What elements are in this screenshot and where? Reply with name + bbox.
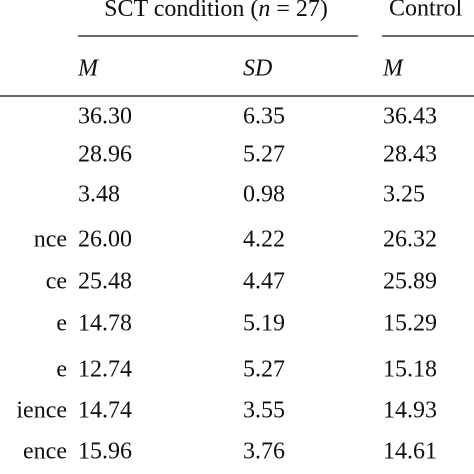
column-header: M <box>382 56 405 82</box>
group-header: SCT condition (n = 27) <box>104 0 328 22</box>
cell: 15.96 <box>78 439 132 465</box>
cell: 14.78 <box>78 311 132 337</box>
cell: 0.98 <box>243 182 285 208</box>
cell: 4.47 <box>243 269 285 295</box>
group-n: n <box>258 0 270 22</box>
cell: 14.93 <box>383 398 437 424</box>
cell: 5.27 <box>243 357 285 383</box>
cell: 36.43 <box>383 104 437 130</box>
cell: 3.25 <box>383 182 425 208</box>
cell: 36.30 <box>78 104 132 130</box>
cell: 15.18 <box>383 357 437 383</box>
cell: 25.89 <box>383 269 437 295</box>
column-header: M <box>77 56 100 82</box>
row-label: e <box>56 311 67 337</box>
cell: 3.55 <box>243 398 285 424</box>
cell: 3.76 <box>243 439 285 465</box>
cell: 14.61 <box>383 439 437 465</box>
group-text: = 27) <box>270 0 328 22</box>
cell: 3.48 <box>78 182 120 208</box>
cell: 4.22 <box>243 227 285 253</box>
cell: 25.48 <box>78 269 132 295</box>
column-header: SD <box>243 56 272 82</box>
row-label: nce <box>34 227 67 253</box>
cell: 5.27 <box>243 142 285 168</box>
cell: 28.43 <box>383 142 437 168</box>
group-text: SCT condition ( <box>104 0 258 22</box>
row-label: ience <box>16 398 67 424</box>
cell: 28.96 <box>78 142 132 168</box>
cell: 5.19 <box>243 311 285 337</box>
row-label: ce <box>46 269 67 295</box>
cell: 26.32 <box>383 227 437 253</box>
group-header: Control <box>389 0 463 22</box>
cell: 26.00 <box>78 227 132 253</box>
row-label: e <box>56 357 67 383</box>
cell: 12.74 <box>78 357 132 383</box>
cell: 15.29 <box>383 311 437 337</box>
cell: 6.35 <box>243 104 285 130</box>
row-label: ence <box>23 439 67 465</box>
cell: 14.74 <box>78 398 132 424</box>
